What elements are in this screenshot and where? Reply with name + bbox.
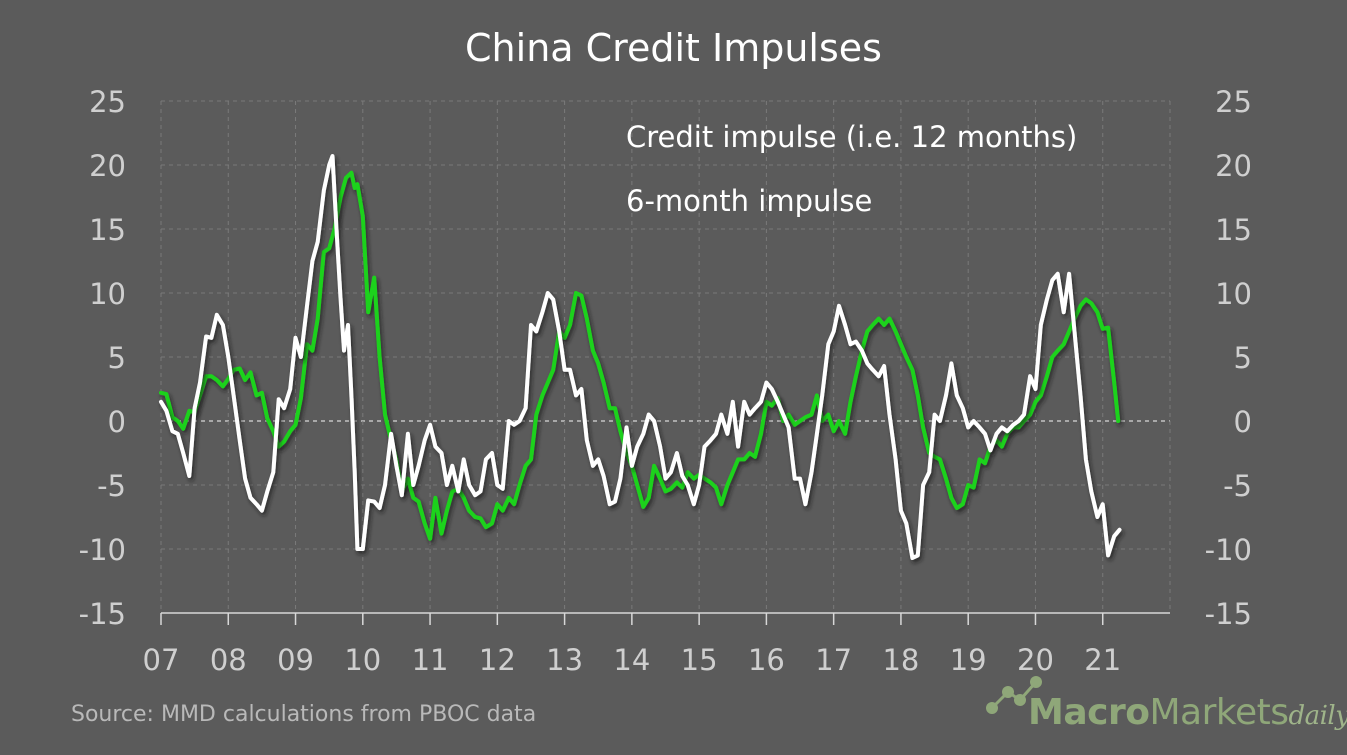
y-tick-label-right: -15 [1205,597,1252,631]
x-tick-label: 15 [681,643,718,677]
legend: Credit impulse (i.e. 12 months) 6-month i… [511,120,1077,218]
x-tick-label: 07 [143,643,180,677]
y-tick-label-left: -15 [79,597,126,631]
y-tick-label-left: -10 [79,533,126,567]
y-tick-label-right: 15 [1215,213,1252,247]
y-tick-label-right: 10 [1215,277,1252,311]
y-tick-label-left: 20 [89,149,126,183]
legend-label: Credit impulse (i.e. 12 months) [626,120,1077,154]
y-tick-label-right: 20 [1215,149,1252,183]
x-tick-label: 13 [546,643,583,677]
brand-logo: MacroMarketsdaily [982,672,1347,742]
y-tick-label-left: 25 [89,85,126,119]
x-tick-label: 11 [412,643,449,677]
y-tick-label-right: 5 [1234,341,1252,375]
source-note: Source: MMD calculations from PBOC data [71,702,537,727]
legend-label: 6-month impulse [626,184,872,218]
y-tick-label-left: 0 [108,405,126,439]
y-tick-label-right: -10 [1205,533,1252,567]
x-tick-label: 21 [1084,643,1121,677]
brand-chart-icon [986,676,1042,714]
brand-wordmark: MacroMarketsdaily [1028,692,1347,733]
x-tick-label: 20 [1017,643,1054,677]
x-tick-label: 18 [882,643,919,677]
y-tick-label-left: -5 [97,469,126,503]
series-line-6-month-impulse [159,154,1122,560]
x-tick-label: 17 [815,643,852,677]
series-lines [159,154,1122,560]
x-tick-label: 09 [277,643,314,677]
y-tick-label-right: 0 [1234,405,1252,439]
y-tick-label-left: 15 [89,213,126,247]
x-tick-label: 19 [950,643,987,677]
y-tick-label-left: 5 [108,341,126,375]
chart-title: China Credit Impulses [465,26,882,70]
x-tick-label: 08 [210,643,247,677]
series-line-credit-impulse [159,170,1121,541]
x-tick-label: 14 [613,643,650,677]
grid [160,100,1171,613]
y-tick-label-right: 25 [1215,85,1252,119]
x-tick-label: 16 [748,643,785,677]
x-tick-label: 12 [479,643,516,677]
y-tick-label-left: 10 [89,277,126,311]
axes: 25 25 20 20 15 15 10 10 5 5 0 0 -5 -5 -10 -10 -15 -15 07 08… [79,85,1252,677]
x-tick-label: 10 [344,643,381,677]
y-tick-label-right: -5 [1223,469,1252,503]
